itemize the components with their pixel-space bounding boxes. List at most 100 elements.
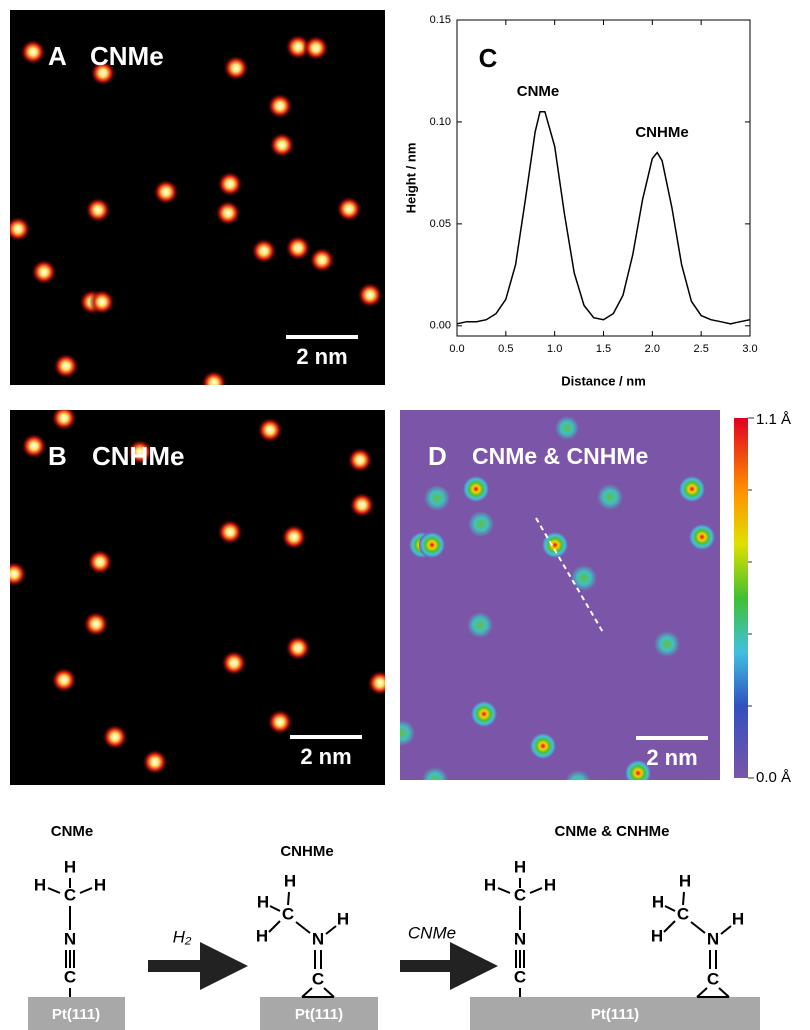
atom: H	[94, 875, 106, 894]
scheme-title: CNMe & CNHMe	[554, 823, 669, 840]
adsorbate	[53, 353, 79, 379]
adsorbate	[217, 171, 243, 197]
adsorbate	[267, 93, 293, 119]
adsorbate	[349, 492, 375, 518]
colorbar	[734, 418, 748, 778]
atom: C	[64, 885, 76, 904]
panel-label: CNMe	[90, 41, 164, 71]
scheme-title: CNMe	[51, 823, 94, 840]
adsorbate	[303, 35, 329, 61]
atom: H	[514, 857, 526, 876]
adsorbate	[217, 519, 243, 545]
scale-bar-label: 2 nm	[646, 745, 697, 770]
atom: N	[64, 929, 76, 948]
adsorbate	[309, 247, 335, 273]
panel-label: CNMe & CNHMe	[472, 443, 648, 469]
adsorbate	[347, 447, 373, 473]
peak-label: CNMe	[517, 83, 560, 100]
adsorbate	[571, 565, 597, 591]
peak-label: CNHMe	[635, 124, 688, 141]
bond	[80, 888, 92, 893]
adsorbate	[468, 511, 494, 537]
scale-bar	[286, 335, 358, 339]
adsorbate	[5, 216, 31, 242]
x-tick-label: 0.0	[449, 343, 464, 355]
x-tick-label: 3.0	[742, 343, 757, 355]
adsorbate	[463, 476, 489, 502]
bond	[48, 888, 60, 893]
adsorbate	[153, 179, 179, 205]
colorbar-min: 0.0 Å	[756, 769, 791, 786]
adsorbate	[269, 132, 295, 158]
bond	[697, 988, 707, 997]
atom: C	[514, 885, 526, 904]
adsorbate	[281, 524, 307, 550]
bond	[288, 892, 289, 905]
adsorbate	[221, 650, 247, 676]
x-tick-label: 0.5	[498, 343, 513, 355]
atom: C	[64, 967, 76, 986]
adsorbate	[530, 733, 556, 759]
adsorbate	[467, 612, 493, 638]
bond	[326, 926, 336, 934]
bond	[269, 921, 280, 932]
adsorbate	[267, 709, 293, 735]
adsorbate	[21, 433, 47, 459]
panel-letter: B	[48, 441, 67, 471]
adsorbate	[654, 631, 680, 657]
arrow-label: CNMe	[408, 923, 456, 942]
adsorbate	[201, 370, 227, 396]
adsorbate	[85, 197, 111, 223]
scheme: Pt(111) Pt(111) Pt(111) CNMe CNHMe CNMe …	[28, 823, 760, 1030]
surface-label: Pt(111)	[591, 1006, 639, 1023]
adsorbate	[251, 238, 277, 264]
atom: H	[34, 875, 46, 894]
adsorbate	[31, 259, 57, 285]
adsorbate	[223, 55, 249, 81]
scale-bar	[636, 736, 708, 740]
atom: H	[652, 892, 664, 911]
line-series	[457, 112, 750, 324]
atom: H	[284, 871, 296, 890]
atom: H	[732, 909, 744, 928]
atom: H	[256, 926, 268, 945]
scheme-title: CNHMe	[280, 843, 333, 860]
scale-bar-label: 2 nm	[300, 744, 351, 769]
adsorbate	[419, 532, 445, 558]
adsorbate	[51, 405, 77, 431]
y-tick-label: 0.00	[430, 320, 451, 332]
panel-label: CNHMe	[92, 441, 184, 471]
x-axis-label: Distance / nm	[561, 373, 646, 388]
adsorbate	[102, 724, 128, 750]
surface-label: Pt(111)	[295, 1006, 343, 1023]
bond	[721, 926, 731, 934]
panel-letter: C	[479, 43, 498, 73]
adsorbate	[367, 670, 393, 696]
figure: A CNMe 2 nm B CNHMe 2 nm D CNMe & CNHMe …	[0, 0, 810, 1030]
surface-label: Pt(111)	[52, 1006, 100, 1023]
y-tick-label: 0.10	[430, 116, 451, 128]
atom: H	[484, 875, 496, 894]
adsorbate	[1, 561, 27, 587]
atom: N	[312, 929, 324, 948]
atom: N	[514, 929, 526, 948]
bond	[664, 921, 675, 932]
adsorbate	[51, 667, 77, 693]
x-tick-label: 1.0	[547, 343, 562, 355]
panel-letter: A	[48, 41, 67, 71]
bond	[498, 888, 510, 893]
x-tick-label: 2.5	[694, 343, 709, 355]
atom: C	[312, 969, 324, 988]
colorbar-ticks	[748, 418, 754, 778]
adsorbate	[215, 200, 241, 226]
bond	[302, 988, 312, 997]
x-tick-label: 1.5	[596, 343, 611, 355]
atom: H	[651, 926, 663, 945]
adsorbate	[285, 635, 311, 661]
atom: H	[679, 871, 691, 890]
adsorbate	[142, 749, 168, 775]
adsorbate	[87, 549, 113, 575]
adsorbate	[424, 485, 450, 511]
bond	[324, 988, 334, 997]
